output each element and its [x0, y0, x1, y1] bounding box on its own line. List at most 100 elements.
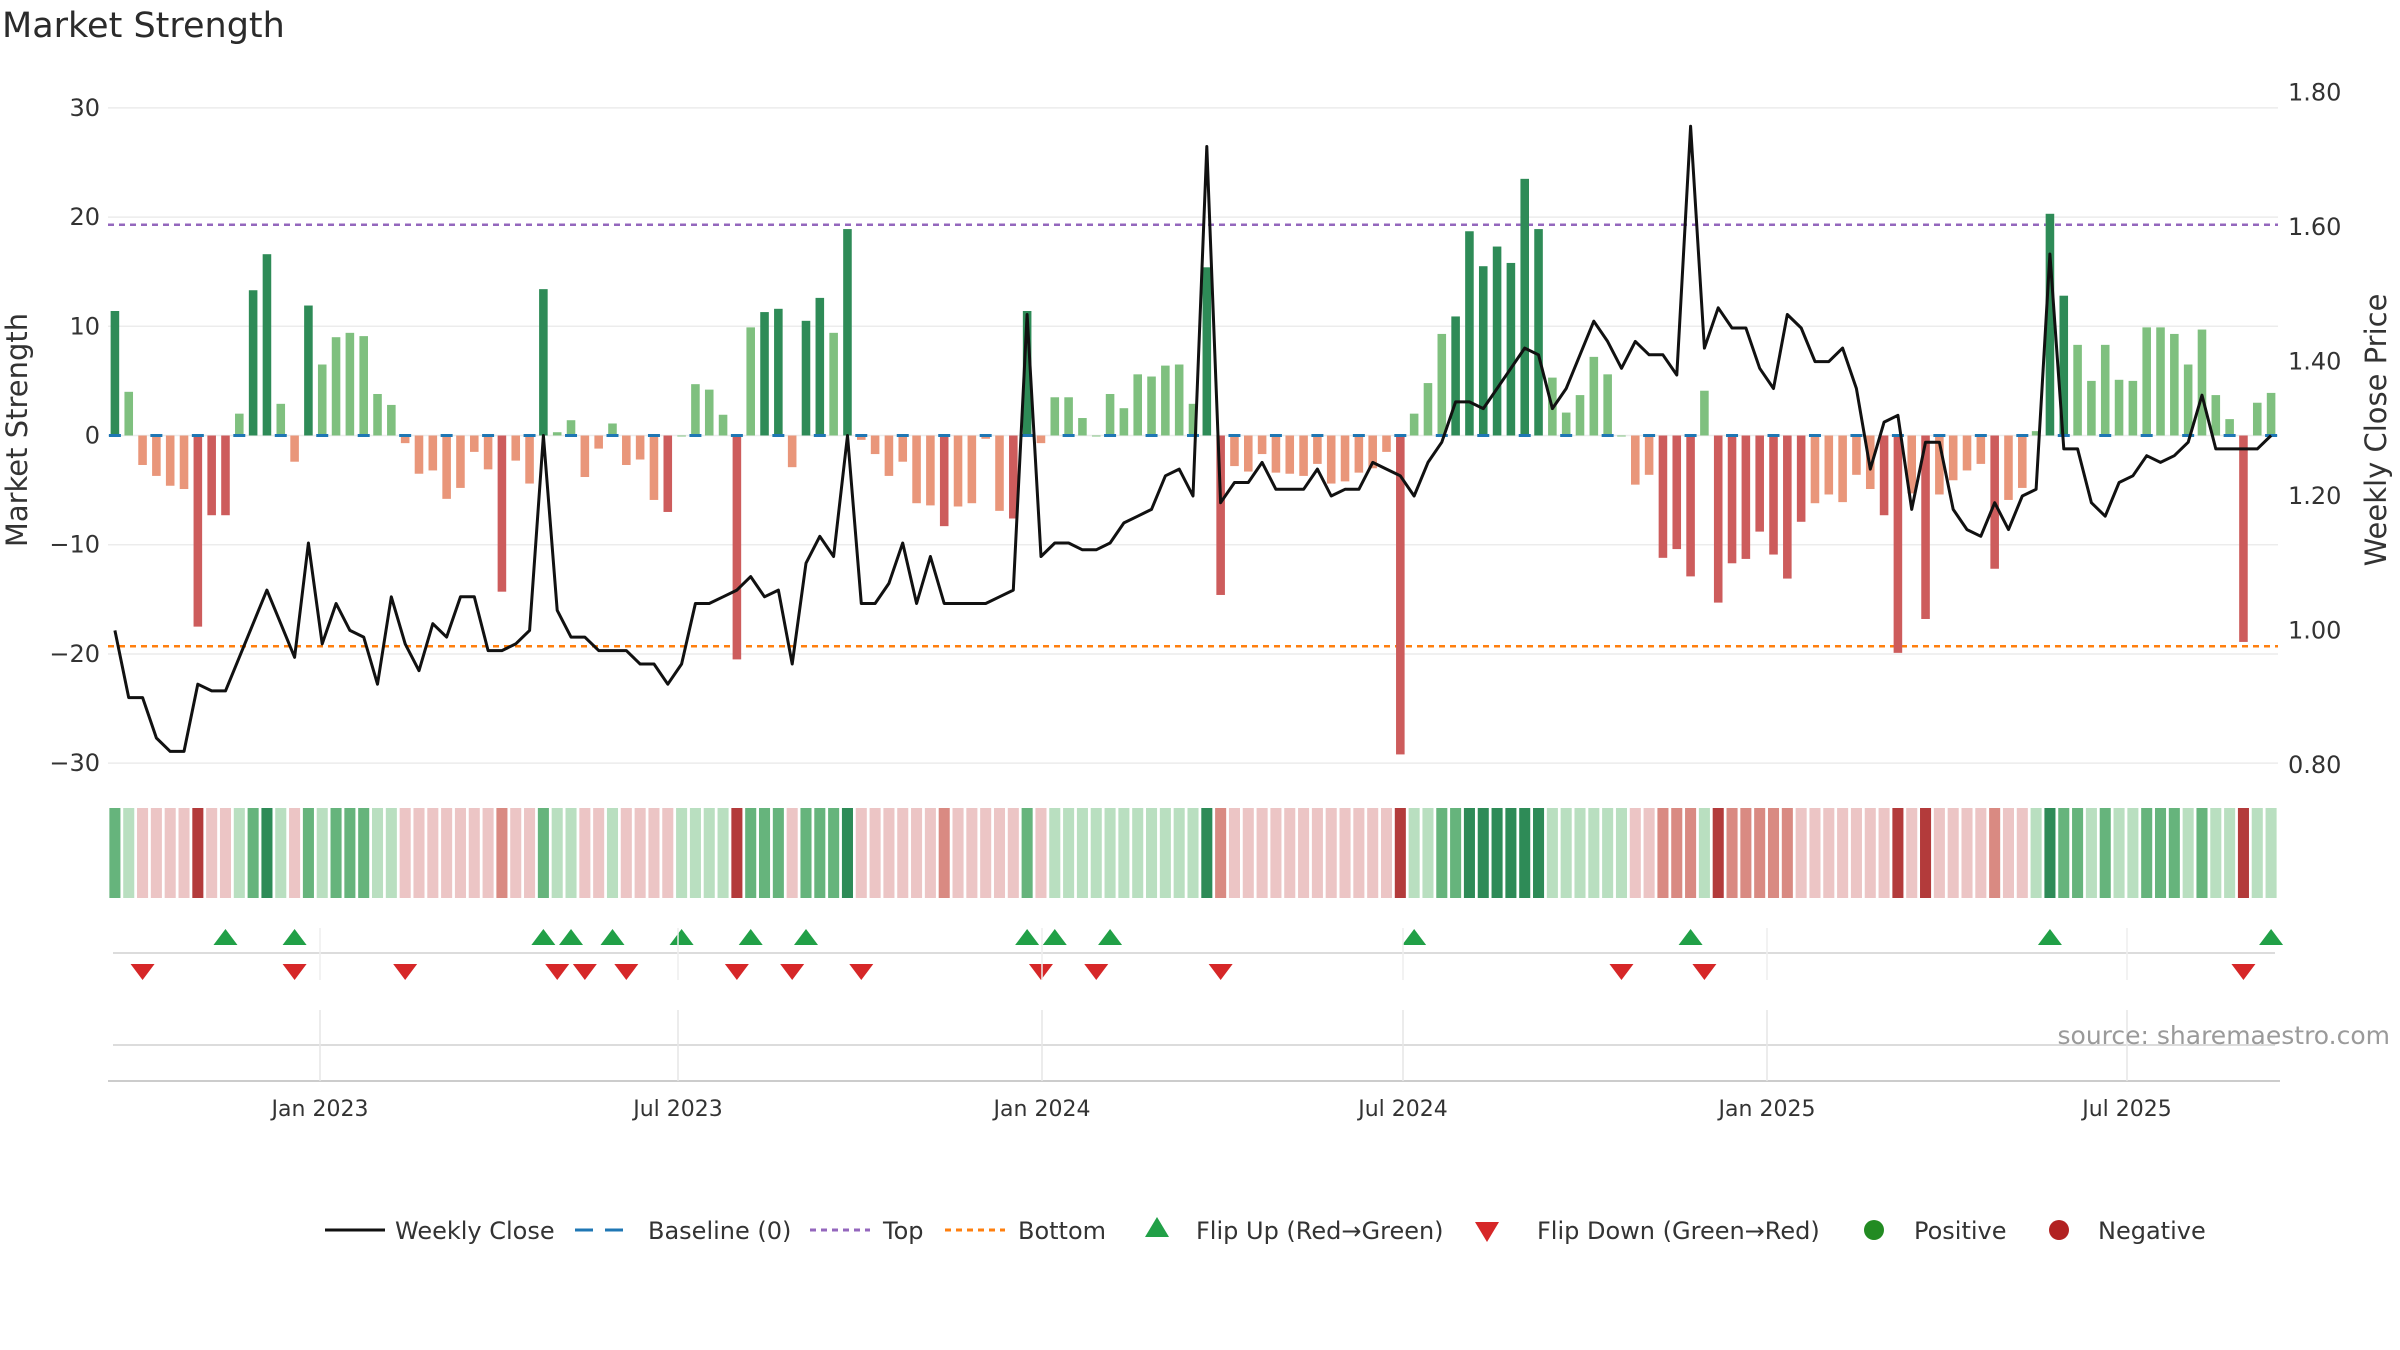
- strip-cell: [1118, 808, 1130, 898]
- strip-cell: [1698, 808, 1710, 898]
- strip-cell: [330, 808, 342, 898]
- strength-bar: [1741, 435, 1751, 559]
- strength-bar: [511, 435, 521, 461]
- strip-cell: [1629, 808, 1641, 898]
- legend-negative: Negative: [2098, 1217, 2206, 1245]
- strength-bar: [552, 432, 562, 436]
- strength-bar: [1326, 435, 1336, 484]
- strip-cell: [1878, 808, 1890, 898]
- strip-cell: [2127, 808, 2139, 898]
- strip-cell: [855, 808, 867, 898]
- strength-bar: [1838, 435, 1847, 503]
- y-tick-label: −30: [49, 749, 100, 777]
- strip-cell: [1270, 808, 1282, 898]
- strength-bar: [1492, 246, 1502, 436]
- strip-cell: [1021, 808, 1033, 898]
- strength-bar: [2142, 327, 2151, 436]
- strength-bar: [1935, 435, 1944, 495]
- strength-bar: [1396, 435, 1405, 755]
- gridlines: [108, 107, 2278, 764]
- strength-bar: [2004, 435, 2013, 500]
- strip-cell: [1256, 808, 1268, 898]
- strength-bar: [442, 435, 451, 499]
- strip-cell: [2085, 808, 2097, 898]
- strength-bar: [1451, 316, 1460, 436]
- legend: Weekly Close Baseline (0) Top Bottom Fli…: [325, 1217, 2206, 1245]
- strip-cell: [1685, 808, 1697, 898]
- strength-bar: [649, 435, 659, 500]
- strip-cell: [1380, 808, 1393, 898]
- strength-bar: [1907, 435, 1917, 494]
- flip-up-marker: [2259, 929, 2284, 945]
- strength-bar: [2087, 380, 2096, 436]
- flip-down-marker: [2231, 964, 2256, 980]
- strength-bar: [1230, 435, 1239, 467]
- strip-cell: [897, 808, 909, 898]
- strength-bar: [2114, 379, 2124, 436]
- legend-flip-down-icon: [1475, 1222, 1499, 1242]
- strip-cell: [1228, 808, 1240, 898]
- strip-cell: [1671, 808, 1683, 898]
- strip-cell: [1298, 808, 1310, 898]
- strip-cell: [123, 808, 135, 898]
- strip-cell: [593, 808, 605, 898]
- legend-positive-icon: [1864, 1220, 1884, 1240]
- y-tick-label: 0: [85, 422, 100, 450]
- strength-bar: [829, 332, 838, 436]
- strength-bar: [691, 384, 700, 436]
- strength-bar: [1893, 435, 1903, 653]
- strength-bar: [124, 391, 134, 436]
- strength-bar: [1672, 435, 1682, 550]
- flip-down-marker: [572, 964, 597, 980]
- strip-cell: [1007, 808, 1019, 898]
- strip-cell: [1491, 808, 1503, 898]
- strip-cell: [247, 808, 259, 898]
- strip-cell: [482, 808, 494, 898]
- strip-cell: [1726, 808, 1738, 898]
- strength-strip: [109, 808, 2277, 898]
- strength-bar: [801, 320, 811, 436]
- strip-cell: [206, 808, 218, 898]
- strip-cell: [980, 808, 992, 898]
- strip-cell: [2044, 808, 2056, 898]
- strength-bar: [1534, 229, 1543, 436]
- strength-bar: [1644, 435, 1654, 475]
- y-tick-label: 20: [69, 203, 100, 231]
- strip-cell: [2030, 808, 2042, 898]
- strip-cell: [302, 808, 314, 898]
- flip-up-marker: [793, 929, 818, 945]
- strength-bar: [1589, 356, 1599, 436]
- strength-bar: [677, 435, 686, 437]
- strip-cell: [620, 808, 632, 898]
- date-axis: Jan 2023 Jul 2023 Jan 2024 Jul 2024 Jan 2025…: [108, 928, 2280, 1122]
- strength-bar: [1382, 435, 1391, 452]
- strip-cell: [938, 808, 950, 898]
- strength-bar: [1368, 435, 1377, 469]
- strip-cell: [1975, 808, 1987, 898]
- strip-cell: [565, 808, 577, 898]
- strength-bar: [787, 435, 797, 468]
- strip-cell: [1892, 808, 1904, 898]
- strength-bar: [1824, 435, 1834, 495]
- strength-bar: [856, 435, 866, 440]
- strip-cell: [1574, 808, 1586, 898]
- strip-cell: [109, 808, 121, 898]
- strength-bar: [428, 435, 438, 471]
- reference-lines: [108, 223, 2278, 648]
- strength-bar: [1271, 435, 1281, 473]
- strength-bar: [1161, 365, 1170, 436]
- strip-cell: [1767, 808, 1780, 898]
- strength-bar: [1078, 418, 1087, 436]
- strength-bar: [566, 420, 576, 436]
- strength-bar: [1783, 435, 1792, 579]
- strip-cell: [1450, 808, 1462, 898]
- strength-bar: [2100, 344, 2110, 436]
- strip-cell: [1864, 808, 1876, 898]
- strip-cell: [634, 808, 646, 898]
- strip-cell: [1311, 808, 1323, 898]
- strip-cell: [441, 808, 453, 898]
- strength-bar: [635, 435, 645, 460]
- strength-bar: [304, 305, 313, 436]
- flip-up-marker: [1015, 929, 1040, 945]
- y2-tick-label: 1.40: [2288, 348, 2341, 376]
